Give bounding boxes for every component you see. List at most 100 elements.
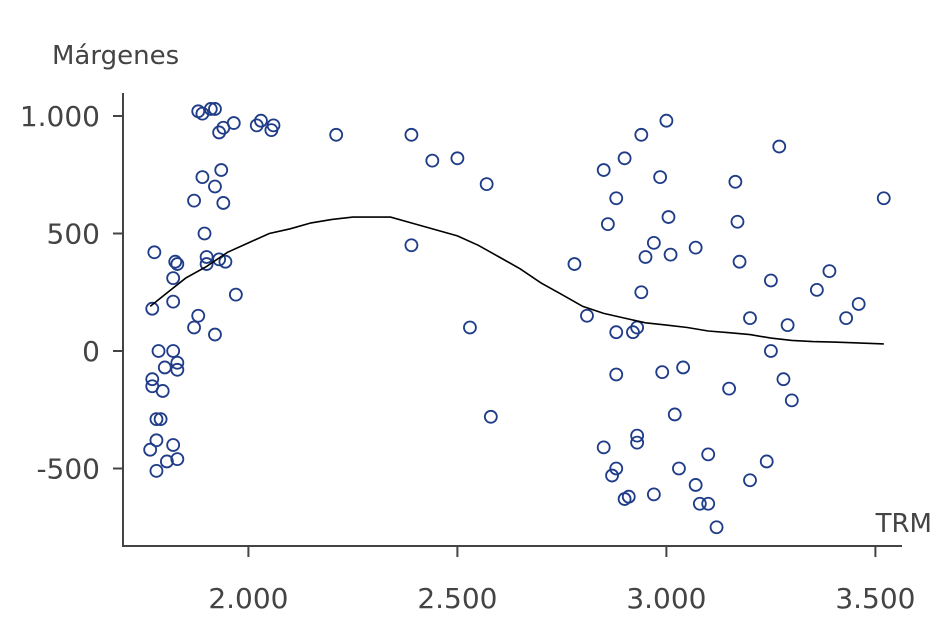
data-point bbox=[701, 447, 716, 462]
data-point bbox=[659, 113, 674, 128]
data-point bbox=[621, 489, 636, 504]
data-point bbox=[638, 250, 653, 264]
data-point bbox=[653, 170, 668, 185]
data-point bbox=[170, 452, 185, 467]
data-point bbox=[764, 273, 778, 288]
data-point bbox=[809, 282, 824, 297]
data-point bbox=[722, 381, 736, 396]
data-point bbox=[743, 311, 757, 326]
data-point bbox=[876, 191, 891, 206]
data-point bbox=[212, 125, 227, 140]
data-point bbox=[195, 170, 210, 185]
data-point bbox=[208, 327, 222, 342]
data-point bbox=[630, 435, 645, 450]
data-point bbox=[145, 301, 160, 316]
data-point bbox=[609, 461, 624, 476]
y-tick-label: 0 bbox=[82, 335, 100, 368]
data-point bbox=[772, 139, 787, 154]
data-point bbox=[149, 463, 164, 478]
data-point bbox=[743, 473, 757, 488]
data-point bbox=[149, 433, 164, 448]
data-point bbox=[463, 320, 477, 335]
data-point bbox=[329, 127, 344, 142]
y-tick-label: 500 bbox=[47, 218, 100, 251]
data-point bbox=[143, 442, 158, 457]
x-axis-title: TRM bbox=[875, 509, 932, 539]
data-point bbox=[483, 409, 498, 424]
data-point bbox=[776, 372, 791, 387]
data-point bbox=[655, 365, 670, 380]
data-point bbox=[780, 318, 795, 333]
data-point bbox=[688, 478, 703, 492]
data-point bbox=[630, 428, 645, 443]
data-point bbox=[450, 151, 465, 166]
axes bbox=[122, 93, 902, 547]
data-point bbox=[145, 372, 160, 387]
data-point bbox=[596, 440, 611, 455]
x-ticks: 2.000 2.500 3.000 3.500 bbox=[208, 546, 915, 615]
data-point bbox=[155, 384, 170, 398]
data-point bbox=[567, 257, 582, 271]
data-point bbox=[580, 308, 594, 323]
data-point bbox=[404, 127, 419, 142]
data-point bbox=[170, 257, 185, 271]
data-point bbox=[764, 344, 778, 358]
y-ticks: 1.000 500 0 -500 bbox=[20, 100, 123, 486]
data-point bbox=[228, 287, 243, 302]
data-point bbox=[168, 254, 183, 269]
data-point bbox=[203, 102, 218, 116]
data-point bbox=[425, 153, 440, 168]
data-point bbox=[208, 179, 222, 194]
data-point bbox=[479, 177, 494, 192]
data-point bbox=[609, 367, 624, 382]
data-point bbox=[214, 163, 229, 177]
data-point bbox=[187, 320, 201, 335]
data-point bbox=[709, 520, 724, 535]
data-point bbox=[151, 344, 166, 358]
data-point bbox=[187, 193, 201, 208]
data-point bbox=[249, 118, 264, 133]
data-point bbox=[197, 226, 212, 241]
data-point bbox=[646, 487, 661, 502]
scatter-points bbox=[143, 102, 891, 535]
data-point bbox=[170, 362, 185, 377]
data-point bbox=[208, 102, 222, 116]
data-point bbox=[212, 252, 227, 267]
data-point bbox=[157, 360, 172, 375]
data-point bbox=[839, 311, 854, 326]
data-point bbox=[166, 438, 181, 452]
data-point bbox=[676, 360, 691, 375]
x-tick-label: 3.000 bbox=[626, 582, 706, 615]
data-point bbox=[609, 191, 624, 206]
data-point bbox=[626, 325, 640, 340]
data-point bbox=[851, 297, 866, 311]
data-point bbox=[254, 113, 268, 128]
fit-line bbox=[149, 216, 884, 345]
data-point bbox=[147, 245, 162, 260]
data-point bbox=[634, 285, 649, 300]
data-point bbox=[600, 217, 615, 232]
data-point bbox=[646, 235, 661, 250]
data-point bbox=[634, 127, 649, 142]
data-point bbox=[199, 257, 214, 271]
data-point bbox=[672, 461, 686, 476]
data-point bbox=[732, 254, 747, 269]
data-point bbox=[605, 468, 619, 483]
data-point bbox=[199, 250, 214, 264]
data-point bbox=[701, 496, 716, 511]
data-point bbox=[617, 151, 632, 166]
y-tick-label: 1.000 bbox=[20, 100, 100, 133]
x-tick-label: 2.000 bbox=[208, 582, 288, 615]
data-point bbox=[166, 271, 181, 286]
y-tick-label: -500 bbox=[36, 453, 100, 486]
data-point bbox=[159, 454, 174, 469]
data-point bbox=[218, 254, 233, 269]
data-point bbox=[759, 454, 774, 469]
data-point bbox=[226, 116, 241, 130]
data-point bbox=[730, 214, 745, 229]
data-point bbox=[609, 325, 624, 340]
data-point bbox=[728, 174, 743, 189]
data-point bbox=[166, 294, 181, 309]
data-point bbox=[149, 412, 164, 427]
